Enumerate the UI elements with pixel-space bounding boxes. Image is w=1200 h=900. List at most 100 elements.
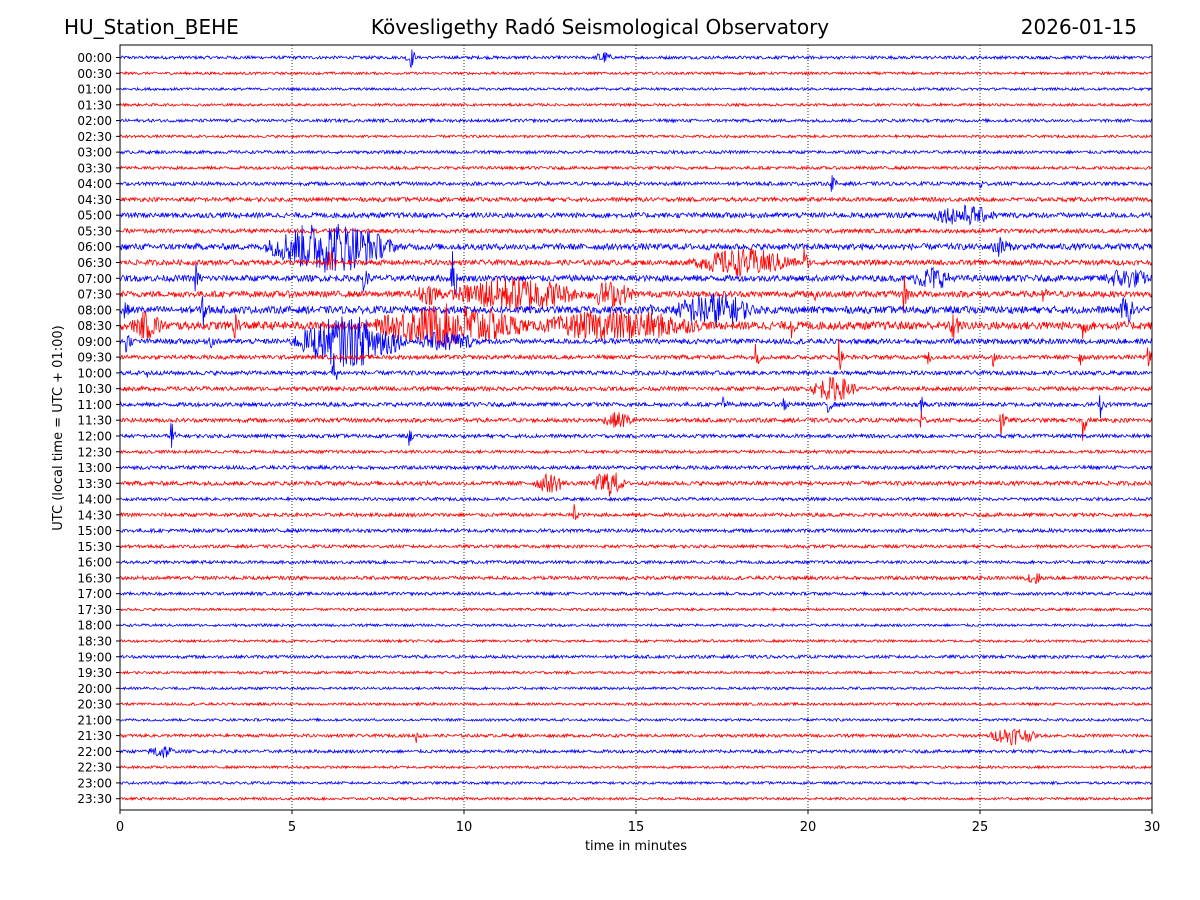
- seismogram-trace-1430: [119, 504, 1153, 521]
- y-tick-label: 22:30: [77, 761, 112, 775]
- x-tick-label: 10: [456, 820, 473, 835]
- y-tick-label: 11:00: [77, 398, 112, 412]
- seismogram-traces: [119, 49, 1153, 802]
- y-tick-label: 22:00: [77, 745, 112, 759]
- station-name: HU_Station_BEHE: [64, 15, 239, 39]
- seismogram-trace-1630: [120, 573, 1153, 584]
- x-tick-label: 0: [116, 820, 124, 835]
- seismogram-trace-0630: [119, 248, 1153, 277]
- y-tick-label: 02:30: [77, 130, 112, 144]
- seismogram-trace-0900: [119, 316, 1153, 367]
- y-tick-label: 08:30: [77, 319, 112, 333]
- y-tick-label: 07:00: [77, 272, 112, 286]
- seismogram-trace-0100: [119, 86, 1153, 92]
- y-tick-label: 23:30: [77, 792, 112, 806]
- seismogram-trace-1200: [119, 423, 1153, 448]
- seismogram-trace-2230: [119, 764, 1153, 770]
- y-tick-label: 17:30: [77, 603, 112, 617]
- seismogram-trace-0800: [119, 293, 1153, 328]
- y-tick-label: 05:30: [77, 224, 112, 238]
- y-tick-label: 18:00: [77, 619, 112, 633]
- y-tick-label: 10:00: [77, 366, 112, 380]
- seismogram-trace-2000: [119, 685, 1153, 691]
- y-tick-label: 14:00: [77, 493, 112, 507]
- y-tick-label: 13:30: [77, 477, 112, 491]
- seismogram-trace-1330: [119, 472, 1153, 497]
- seismogram-trace-1230: [119, 448, 1153, 455]
- y-tick-label: 19:30: [77, 666, 112, 680]
- seismogram-trace-2030: [119, 701, 1153, 707]
- seismogram-trace-1000: [119, 353, 1153, 380]
- seismogram-trace-1800: [119, 622, 1153, 628]
- seismogram-trace-2200: [119, 746, 1153, 759]
- y-tick-label: 17:00: [77, 587, 112, 601]
- seismogram-trace-0130: [119, 102, 1153, 108]
- seismogram-trace-0230: [119, 133, 1153, 140]
- y-tick-label: 09:00: [77, 335, 112, 349]
- y-tick-label: 12:00: [77, 429, 112, 443]
- y-axis-label: UTC (local time = UTC + 01:00): [51, 325, 66, 530]
- y-tick-label: 09:30: [77, 351, 112, 365]
- seismogram-trace-0530: [119, 227, 1153, 235]
- y-tick-label: 03:00: [77, 146, 112, 160]
- seismogram-trace-1530: [119, 543, 1153, 550]
- seismogram-trace-0330: [119, 164, 1153, 171]
- seismogram-trace-0030: [119, 70, 1153, 76]
- y-tick-label: 02:00: [77, 114, 112, 128]
- y-tick-label: 15:30: [77, 540, 112, 554]
- seismogram-trace-2330: [119, 795, 1153, 802]
- seismogram-trace-1100: [119, 395, 1153, 419]
- y-tick-label: 23:00: [77, 776, 112, 790]
- seismogram-trace-1900: [119, 653, 1153, 660]
- grid-lines: [291, 45, 981, 810]
- y-tick-label: 08:00: [77, 303, 112, 317]
- x-axis-label: time in minutes: [585, 839, 687, 854]
- seismogram-trace-0730: [119, 275, 1153, 314]
- y-tick-label: 21:30: [77, 729, 112, 743]
- x-axis: 0 5 10 15 20 25 30: [116, 810, 1160, 835]
- seismogram-trace-1600: [119, 559, 1153, 566]
- y-tick-label: 19:00: [77, 650, 112, 664]
- y-tick-label: 00:00: [77, 51, 112, 65]
- chart-title: Kövesligethy Radó Seismological Observat…: [370, 15, 830, 39]
- y-tick-label: 07:30: [77, 288, 112, 302]
- seismogram-trace-1030: [119, 376, 1153, 401]
- y-tick-label: 04:30: [77, 193, 112, 207]
- x-tick-label: 25: [972, 820, 989, 835]
- seismogram-trace-0000: [119, 49, 1153, 68]
- x-tick-label: 30: [1144, 820, 1161, 835]
- x-tick-label: 20: [800, 820, 817, 835]
- y-tick-label: 04:00: [77, 177, 112, 191]
- seismogram-trace-0200: [119, 117, 1153, 124]
- seismogram-trace-1830: [119, 638, 1153, 644]
- seismogram-trace-0830: [119, 303, 1153, 347]
- y-tick-label: 10:30: [77, 382, 112, 396]
- seismogram-trace-1930: [119, 669, 1153, 676]
- y-tick-label: 20:30: [77, 698, 112, 712]
- seismogram-trace-1500: [119, 527, 1153, 534]
- y-tick-label: 03:30: [77, 161, 112, 175]
- seismogram-trace-1730: [119, 606, 1153, 613]
- seismogram-trace-0600: [119, 223, 1153, 273]
- y-tick-label: 01:30: [77, 98, 112, 112]
- y-tick-label: 11:30: [77, 414, 112, 428]
- seismogram-trace-1400: [119, 495, 1153, 503]
- x-tick-label: 15: [628, 820, 645, 835]
- y-tick-label: 21:00: [77, 713, 112, 727]
- seismogram-trace-2130: [119, 728, 1153, 746]
- y-tick-label: 00:30: [77, 67, 112, 81]
- y-tick-label: 20:00: [77, 682, 112, 696]
- y-tick-label: 16:30: [77, 571, 112, 585]
- seismogram-trace-0300: [119, 149, 1153, 156]
- y-tick-label: 05:00: [77, 209, 112, 223]
- y-tick-label: 14:30: [77, 508, 112, 522]
- seismogram-trace-0400: [119, 175, 1153, 192]
- y-tick-label: 18:30: [77, 634, 112, 648]
- seismogram-trace-1700: [119, 590, 1153, 597]
- y-tick-label: 06:00: [77, 240, 112, 254]
- x-tick-label: 5: [288, 820, 296, 835]
- seismogram-trace-0500: [119, 204, 1153, 226]
- y-tick-label: 16:00: [77, 556, 112, 570]
